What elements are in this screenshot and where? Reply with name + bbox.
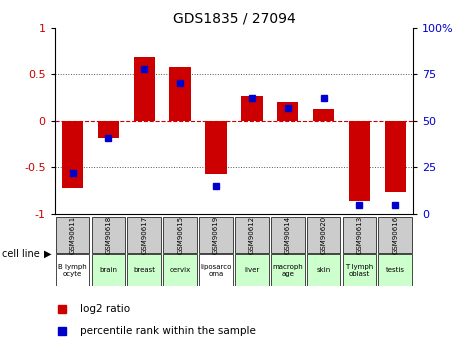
Text: cell line: cell line — [2, 249, 40, 258]
Text: T lymph
oblast: T lymph oblast — [345, 264, 373, 277]
Text: log2 ratio: log2 ratio — [80, 304, 130, 314]
Bar — [342, 217, 376, 253]
Bar — [241, 96, 263, 121]
Text: macroph
age: macroph age — [272, 264, 303, 277]
Text: breast: breast — [133, 267, 155, 273]
Text: GSM90620: GSM90620 — [321, 216, 327, 254]
Bar — [342, 255, 376, 286]
Bar — [92, 255, 125, 286]
Text: GSM90618: GSM90618 — [105, 216, 112, 254]
Text: testis: testis — [386, 267, 405, 273]
Text: ▶: ▶ — [44, 249, 52, 258]
Bar — [235, 255, 269, 286]
Bar — [199, 255, 233, 286]
Text: GSM90611: GSM90611 — [69, 216, 76, 254]
Bar — [271, 255, 304, 286]
Text: B lymph
ocyte: B lymph ocyte — [58, 264, 87, 277]
Bar — [98, 121, 119, 138]
Bar — [205, 121, 227, 174]
Bar — [62, 121, 83, 188]
Text: brain: brain — [99, 267, 117, 273]
Bar — [307, 255, 341, 286]
Bar — [199, 217, 233, 253]
Bar — [127, 255, 161, 286]
Bar — [92, 217, 125, 253]
Text: cervix: cervix — [170, 267, 191, 273]
Bar — [271, 217, 304, 253]
Bar — [56, 217, 89, 253]
Text: liposarco
oma: liposarco oma — [200, 264, 232, 277]
Text: GSM90615: GSM90615 — [177, 216, 183, 254]
Text: GSM90616: GSM90616 — [392, 216, 399, 254]
Bar — [379, 217, 412, 253]
Bar — [163, 255, 197, 286]
Bar — [170, 67, 191, 121]
Text: percentile rank within the sample: percentile rank within the sample — [80, 326, 256, 336]
Text: skin: skin — [316, 267, 331, 273]
Bar — [349, 121, 370, 201]
Bar — [163, 217, 197, 253]
Bar — [307, 217, 341, 253]
Text: GSM90617: GSM90617 — [141, 216, 147, 254]
Title: GDS1835 / 27094: GDS1835 / 27094 — [172, 11, 295, 25]
Bar — [56, 255, 89, 286]
Bar — [133, 57, 155, 121]
Bar — [235, 217, 269, 253]
Text: GSM90614: GSM90614 — [285, 216, 291, 254]
Text: GSM90619: GSM90619 — [213, 216, 219, 254]
Bar — [379, 255, 412, 286]
Text: GSM90613: GSM90613 — [356, 216, 362, 254]
Bar — [127, 217, 161, 253]
Text: liver: liver — [244, 267, 259, 273]
Bar — [313, 109, 334, 121]
Text: GSM90612: GSM90612 — [249, 216, 255, 254]
Bar — [385, 121, 406, 191]
Bar — [277, 102, 298, 121]
